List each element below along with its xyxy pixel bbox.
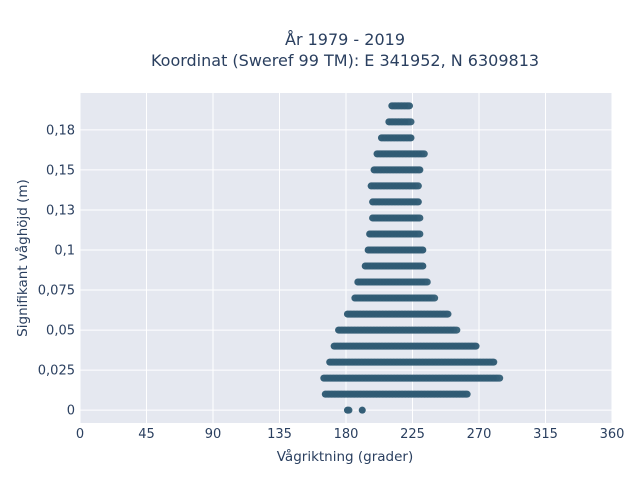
- data-point: [414, 230, 422, 238]
- x-tick-label: 180: [334, 427, 359, 442]
- data-point: [404, 102, 412, 110]
- data-point: [489, 358, 497, 366]
- data-point: [493, 374, 501, 382]
- data-point: [415, 166, 423, 174]
- data-point: [344, 406, 351, 414]
- data-point: [471, 342, 479, 350]
- y-tick-label: 0,025: [38, 364, 75, 379]
- data-points: [320, 102, 504, 414]
- x-tick-label: 135: [267, 427, 292, 442]
- data-point: [428, 294, 436, 302]
- x-tick-label: 225: [400, 427, 425, 442]
- data-point: [443, 310, 451, 318]
- x-tick-label: 45: [138, 427, 155, 442]
- data-point: [418, 150, 426, 158]
- y-tick-label: 0,05: [46, 324, 75, 339]
- data-point: [462, 390, 470, 398]
- x-tick-label: 90: [205, 427, 222, 442]
- chart-title-line-1: År 1979 - 2019: [285, 30, 405, 49]
- x-tick-label: 270: [467, 427, 492, 442]
- data-point: [358, 406, 366, 414]
- y-tick-label: 0,15: [46, 163, 75, 178]
- y-tick-labels: 0 0,025 0,05 0,075 0,1 0,13 0,15 0,18: [38, 123, 75, 418]
- data-point: [419, 246, 426, 254]
- x-axis-title: Vågriktning (grader): [277, 448, 414, 465]
- data-point: [419, 262, 427, 270]
- data-point: [414, 214, 421, 222]
- data-point: [421, 278, 429, 286]
- y-tick-label: 0: [67, 404, 75, 419]
- x-tick-label: 360: [600, 427, 625, 442]
- x-tick-labels: 0 45 90 135 180 225 270 315 360: [76, 427, 625, 442]
- data-point: [414, 198, 421, 206]
- data-point: [450, 326, 458, 334]
- y-tick-label: 0,1: [54, 243, 75, 258]
- x-tick-label: 315: [533, 427, 558, 442]
- data-point: [406, 134, 414, 142]
- y-axis-title: Signifikant våghöjd (m): [14, 179, 31, 337]
- data-point: [404, 118, 412, 126]
- y-tick-label: 0,13: [46, 203, 75, 218]
- x-tick-label: 0: [76, 427, 84, 442]
- data-point: [412, 182, 420, 190]
- y-tick-label: 0,075: [38, 284, 75, 299]
- y-tick-label: 0,18: [46, 123, 75, 138]
- chart-title-line-2: Koordinat (Sweref 99 TM): E 341952, N 63…: [151, 51, 539, 70]
